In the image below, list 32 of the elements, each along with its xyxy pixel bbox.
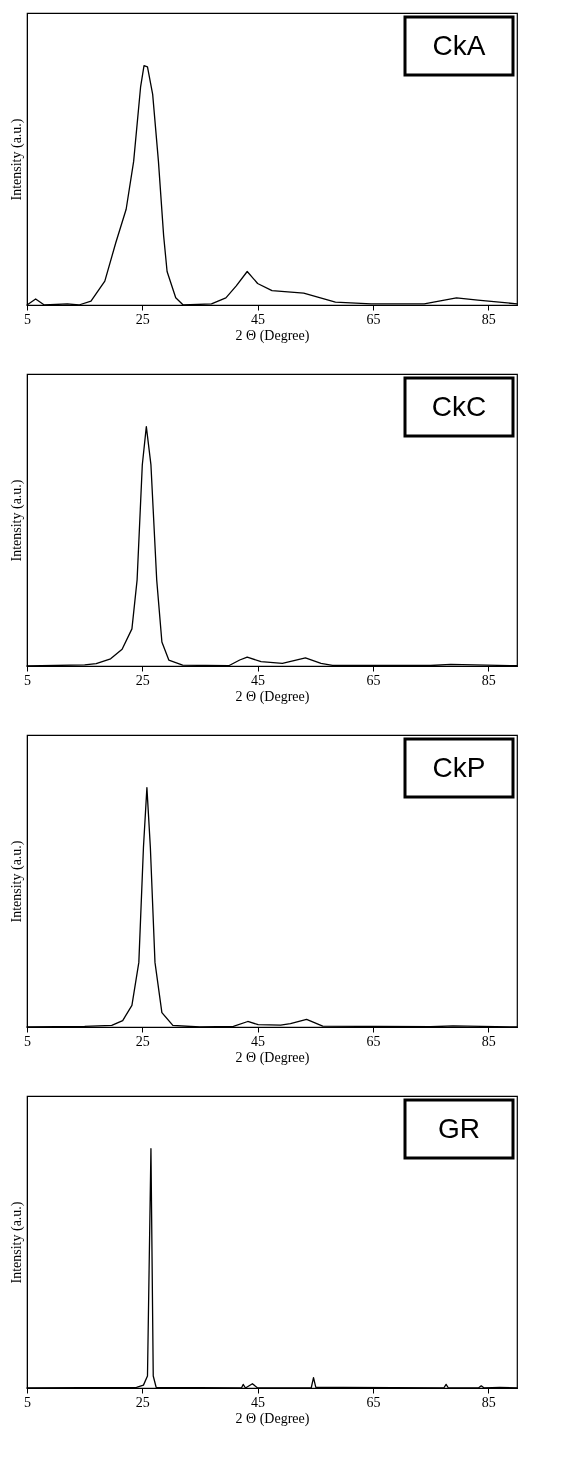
x-tick-label: 85: [481, 1394, 496, 1410]
y-axis-title: Intensity (a.u.): [8, 1201, 25, 1284]
x-tick-label: 25: [135, 672, 150, 688]
y-axis-title: Intensity (a.u.): [8, 840, 25, 923]
x-tick-label: 25: [135, 1033, 150, 1049]
x-tick-label: 85: [481, 672, 496, 688]
x-tick-label: 5: [24, 1394, 31, 1410]
x-tick-label: 5: [24, 1033, 31, 1049]
x-tick-label: 65: [366, 1033, 381, 1049]
x-tick-label: 45: [251, 672, 266, 688]
text: CkC: [431, 391, 487, 422]
x-tick-label: 5: [24, 311, 31, 327]
x-tick-label: 45: [251, 311, 266, 327]
x-tick-label: 65: [366, 1394, 381, 1410]
x-axis-title: 2 Θ (Degree): [235, 1410, 310, 1427]
x-tick-label: 25: [135, 1394, 150, 1410]
x-tick-label: 45: [251, 1394, 266, 1410]
x-axis-title: 2 Θ (Degree): [235, 1049, 310, 1066]
x-tick-label: 5: [24, 672, 31, 688]
y-axis-title: Intensity (a.u.): [8, 118, 25, 201]
x-tick-label: 65: [366, 672, 381, 688]
text: GR: [438, 1113, 480, 1144]
x-tick-label: 45: [251, 1033, 266, 1049]
x-tick-label: 85: [481, 311, 496, 327]
y-axis-title: Intensity (a.u.): [8, 479, 25, 562]
x-axis-title: 2 Θ (Degree): [235, 688, 310, 705]
x-tick-label: 85: [481, 1033, 496, 1049]
x-tick-label: 65: [366, 311, 381, 327]
text: CkP: [432, 752, 486, 783]
x-tick-label: 25: [135, 311, 150, 327]
text: CkA: [432, 30, 486, 61]
x-axis-title: 2 Θ (Degree): [235, 327, 310, 344]
